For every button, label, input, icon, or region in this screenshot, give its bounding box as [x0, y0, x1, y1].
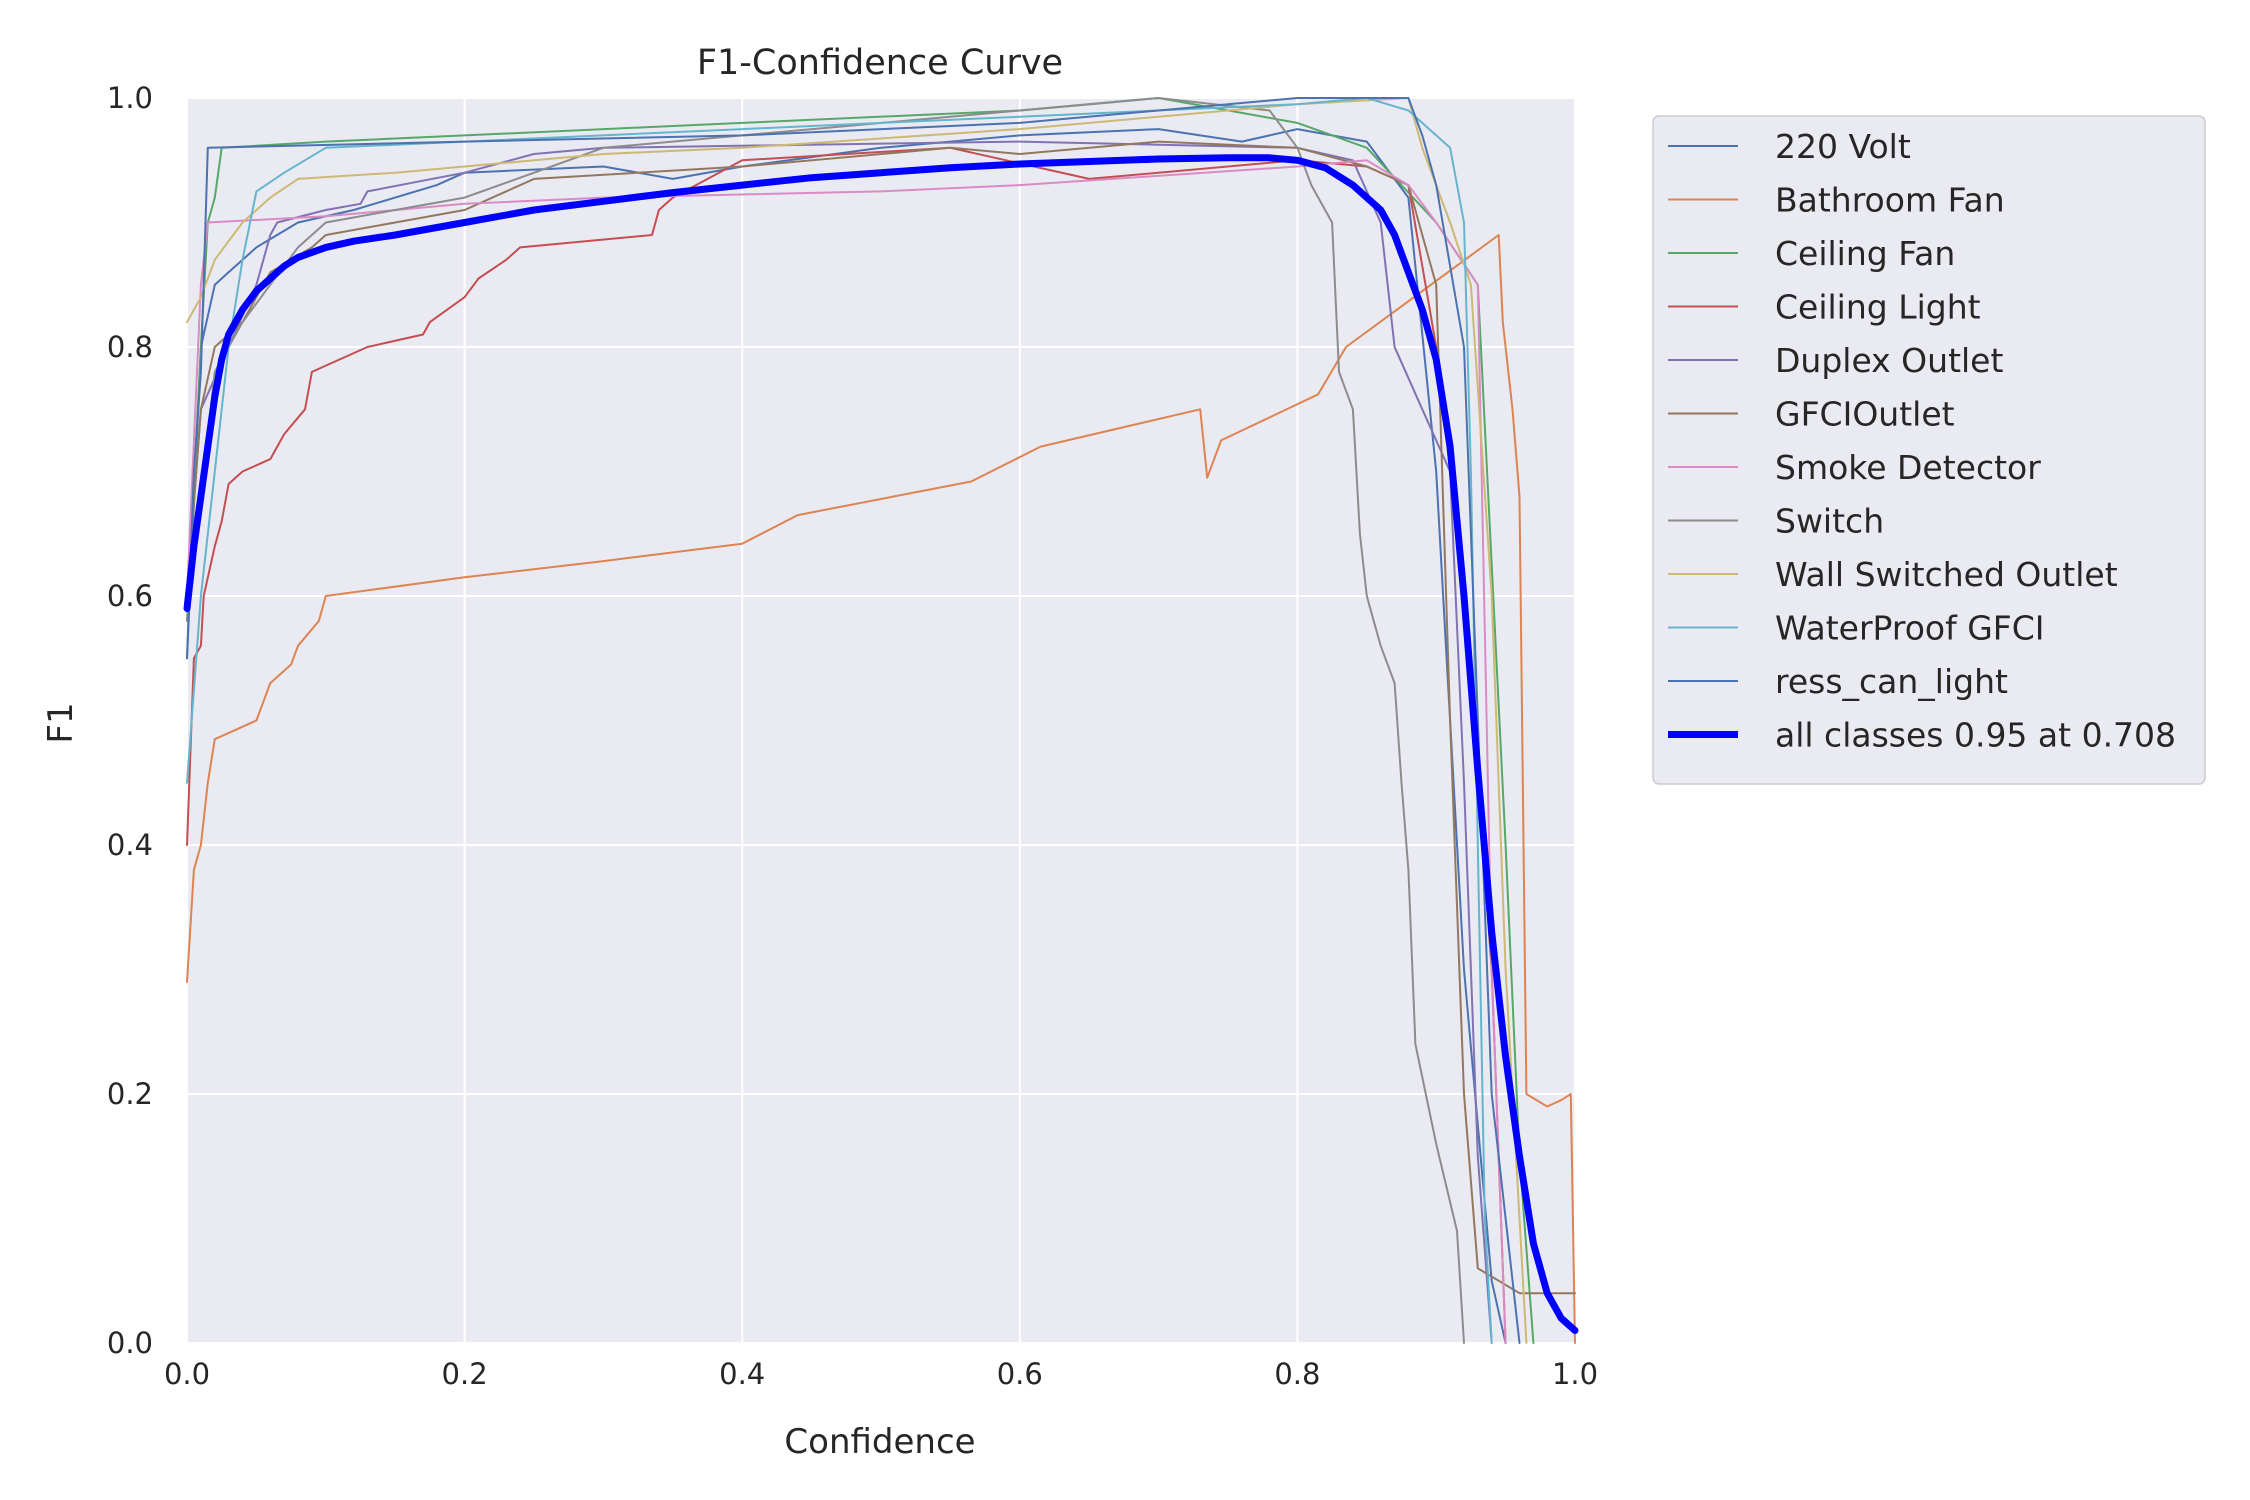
legend-box: [1652, 115, 2206, 785]
x-tick-label: 0.8: [1274, 1357, 1320, 1391]
series-lines: [183, 97, 1579, 1344]
y-tick-label: 0.6: [107, 579, 153, 613]
y-tick-label: 0.8: [107, 330, 153, 364]
series-line-duplex-outlet: [186, 140, 1493, 1344]
y-tick-label: 0.4: [107, 828, 153, 862]
x-tick-label: 0.4: [719, 1357, 765, 1391]
plot-area: [187, 98, 1575, 1343]
legend-label: Ceiling Light: [1775, 288, 1981, 327]
legend-label: ress_can_light: [1775, 662, 2008, 701]
legend: 220 Volt Bathroom Fan Ceiling Fan Ceiling L…: [1652, 115, 2206, 785]
legend-label: Smoke Detector: [1775, 448, 2041, 487]
x-tick-label: 0.6: [997, 1357, 1043, 1391]
x-tick-label: 0.0: [164, 1357, 210, 1391]
series-line-all-classes-0-95-at-0-708: [183, 154, 1579, 1334]
series-line-ress-can-light: [186, 97, 1521, 1344]
x-axis-ticks: 0.0 0.2 0.4 0.6 0.8 1.0: [164, 1357, 1598, 1391]
grid-lines: [186, 97, 1576, 1344]
y-tick-label: 0.2: [107, 1077, 153, 1111]
legend-label: GFCIOutlet: [1775, 395, 1955, 434]
legend-label: Ceiling Fan: [1775, 234, 1955, 273]
y-axis-ticks: 0.0 0.2 0.4 0.6 0.8 1.0: [107, 81, 153, 1360]
y-axis-label: F1: [41, 702, 81, 743]
series-line-bathroom-fan: [186, 234, 1576, 1344]
x-tick-label: 0.2: [442, 1357, 488, 1391]
chart-title: F1-Confidence Curve: [697, 43, 1063, 83]
y-tick-label: 0.0: [107, 1326, 153, 1360]
legend-label: Duplex Outlet: [1775, 341, 2003, 380]
series-line-switch: [186, 97, 1465, 1344]
x-axis-label: Confidence: [784, 1422, 975, 1462]
legend-label: all classes 0.95 at 0.708: [1775, 716, 2176, 755]
legend-label: WaterProof GFCI: [1775, 609, 2045, 648]
y-tick-label: 1.0: [107, 81, 153, 115]
x-tick-label: 1.0: [1552, 1357, 1598, 1391]
legend-label: Bathroom Fan: [1775, 181, 2005, 220]
legend-label: 220 Volt: [1775, 127, 1911, 166]
legend-label: Wall Switched Outlet: [1775, 555, 2118, 594]
legend-label: Switch: [1775, 502, 1884, 541]
